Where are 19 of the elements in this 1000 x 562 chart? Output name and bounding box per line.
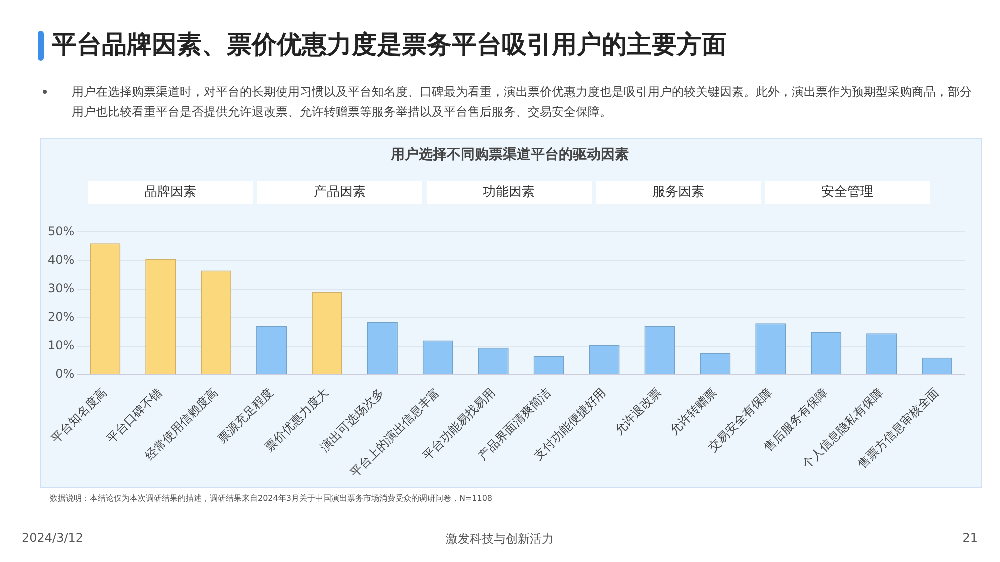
text: 21 (962, 531, 978, 545)
text: 用户选择不同购票渠道平台的驱动因素 (390, 146, 630, 164)
text: 品牌因素 (88, 181, 253, 204)
y-tick-label: 30% (48, 281, 75, 296)
text: 服务因素 (596, 181, 761, 204)
text: 产品因素 (257, 181, 422, 204)
text: 数据说明：本结论仅为本次调研结果的描述，调研结果来自2024年3月关于中国演出票务市场消费受众的调研问卷，N=1108 (50, 493, 492, 504)
y-tick-label: 50% (48, 224, 75, 238)
text: 激发科技与创新活力 (446, 532, 554, 546)
x-tick-label: 允许退改票 (612, 385, 664, 438)
y-tick-label: 20% (48, 310, 75, 324)
y-tick-label: 10% (48, 338, 75, 353)
text: 功能因素 (426, 181, 592, 204)
chart-title: 平台品牌因素、票价优惠力度是票务平台吸引用户的主要方面 (52, 29, 727, 61)
text: 2024/3/12 (22, 531, 84, 545)
y-tick-label: 0% (56, 367, 75, 382)
y-tick-label: 40% (48, 252, 75, 267)
chart-subtitle: 用户在选择购票渠道时，对平台的长期使用习惯以及平台知名度、口碑最为看重，演出票价优惠力度也是吸引用户的较关键因素。此外，演出票作为预期型采购商品，部分用户也比较看重平台是否提供允许退改票、允许转赠票等服务举措以及平台售后服务、交易安全保障。 (72, 84, 972, 121)
text: 安全管理 (765, 181, 930, 204)
